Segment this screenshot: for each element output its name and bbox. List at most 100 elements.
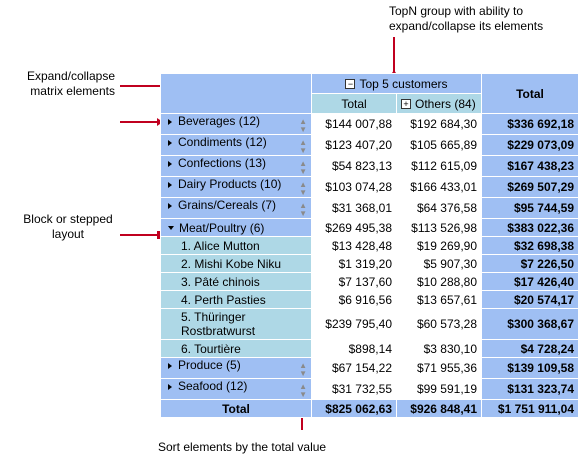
cell-v2: $105 665,89 — [396, 134, 482, 156]
row-header-group[interactable]: ▲ ▼ Produce (5) — [160, 357, 312, 379]
annotation-sort: Sort elements by the total value — [158, 440, 327, 454]
cell-v1: $67 154,22 — [311, 357, 397, 379]
table-row: 5. Thüringer Rostbratwurst $239 795,40 $60… — [160, 308, 579, 340]
sort-icon[interactable]: ▲ ▼ — [299, 382, 307, 399]
row-header-item: 1. Alice Mutton — [160, 236, 312, 255]
row-header-item: 5. Thüringer Rostbratwurst — [160, 308, 312, 340]
cell-total: $167 438,23 — [481, 155, 579, 177]
row-header-group[interactable]: ▲ ▼ Grains/Cereals (7) — [160, 197, 312, 219]
row-label: 2. Mishi Kobe Niku — [181, 256, 282, 271]
row-header-item: 3. Pâté chinois — [160, 272, 312, 291]
annotation-expand: Expand/collapse matrix elements — [26, 69, 115, 98]
cell-v1: $6 916,56 — [311, 290, 397, 309]
sort-icon[interactable]: ▲ ▼ — [299, 361, 307, 378]
expand-triangle-icon[interactable] — [168, 139, 172, 146]
cell-v1: $269 495,38 — [311, 218, 397, 237]
cell-v1: $54 823,13 — [311, 155, 397, 177]
cell-v2: $166 433,01 — [396, 176, 482, 198]
cell-total: $7 226,50 — [481, 254, 579, 273]
table-row: ▲ ▼ Seafood (12) $31 732,55 $99 591,19 $131 … — [160, 378, 579, 400]
table-row: ▲ ▼ Condiments (12) $123 407,20 $105 665,89… — [160, 134, 579, 156]
table-row: 4. Perth Pasties $6 916,56 $13 657,61 $20 5… — [160, 290, 579, 309]
expand-triangle-icon[interactable] — [168, 160, 172, 167]
table-row: Meat/Poultry (6) $269 495,38 $113 526,98 $3… — [160, 218, 579, 237]
table-row: ▲ ▼ Beverages (12) $144 007,88 $192 684,30 $… — [160, 113, 579, 135]
cell-v2: $3 830,10 — [396, 339, 482, 358]
cell-v1: $103 074,28 — [311, 176, 397, 198]
cell-v1: $898,14 — [311, 339, 397, 358]
cell-total: $95 744,59 — [481, 197, 579, 219]
cell-v1: $123 407,20 — [311, 134, 397, 156]
row-header-group[interactable]: ▲ ▼ Seafood (12) — [160, 378, 312, 400]
cell-v2: $71 955,36 — [396, 357, 482, 379]
grand-total-header: Total — [481, 73, 579, 114]
cell-v1: $13 428,48 — [311, 236, 397, 255]
cell-v1: $31 368,01 — [311, 197, 397, 219]
row-label: 5. Thüringer Rostbratwurst — [181, 310, 256, 338]
cell-v2: $99 591,19 — [396, 378, 482, 400]
cell-total: $20 574,17 — [481, 290, 579, 309]
row-label: 4. Perth Pasties — [181, 292, 266, 307]
cell-v2: $192 684,30 — [396, 113, 482, 135]
cell-total: $383 022,36 — [481, 218, 579, 237]
cell-total: $229 073,09 — [481, 134, 579, 156]
expand-triangle-icon[interactable] — [168, 383, 172, 390]
sort-icon[interactable]: ▲ ▼ — [299, 201, 307, 218]
others-header[interactable]: + Others (84) — [396, 93, 482, 114]
row-header-group[interactable]: ▲ ▼ Dairy Products (10) — [160, 176, 312, 198]
row-label: Seafood (12) — [178, 379, 248, 393]
footer-v2: $926 848,41 — [396, 399, 482, 418]
expand-triangle-icon[interactable] — [168, 118, 172, 125]
row-header-item: 2. Mishi Kobe Niku — [160, 254, 312, 273]
row-label: Condiments (12) — [178, 135, 267, 149]
row-header-group[interactable]: Meat/Poultry (6) — [160, 218, 312, 237]
annotation-block: Block or stepped layout — [23, 212, 113, 241]
expand-triangle-icon[interactable] — [168, 181, 172, 188]
cell-v1: $1 319,20 — [311, 254, 397, 273]
cell-v1: $144 007,88 — [311, 113, 397, 135]
cell-v1: $239 795,40 — [311, 308, 397, 340]
cell-v2: $113 526,98 — [396, 218, 482, 237]
row-label: Meat/Poultry (6) — [179, 220, 265, 235]
cell-total: $17 426,40 — [481, 272, 579, 291]
annotation-topn: TopN group with ability to expand/collap… — [389, 4, 544, 33]
cell-v2: $64 376,58 — [396, 197, 482, 219]
row-header-item: 6. Tourtière — [160, 339, 312, 358]
row-label: Dairy Products (10) — [178, 177, 282, 191]
cell-v2: $60 573,28 — [396, 308, 482, 340]
row-label: 1. Alice Mutton — [181, 238, 260, 253]
row-header-item: 4. Perth Pasties — [160, 290, 312, 309]
callout-block-h — [120, 234, 158, 236]
row-label: Produce (5) — [178, 358, 241, 372]
cell-v1: $31 732,55 — [311, 378, 397, 400]
row-label: Grains/Cereals (7) — [178, 198, 277, 212]
cell-total: $139 109,58 — [481, 357, 579, 379]
sort-icon[interactable]: ▲ ▼ — [299, 117, 307, 134]
cell-total: $4 728,24 — [481, 339, 579, 358]
footer-v1: $825 062,63 — [311, 399, 397, 418]
row-header-group[interactable]: ▲ ▼ Condiments (12) — [160, 134, 312, 156]
callout-topn-v — [393, 37, 395, 75]
top5-header[interactable]: − Top 5 customers — [311, 73, 482, 94]
sort-icon[interactable]: ▲ ▼ — [299, 138, 307, 155]
collapse-icon[interactable]: − — [345, 79, 356, 90]
cell-total: $131 323,74 — [481, 378, 579, 400]
table-row: 3. Pâté chinois $7 137,60 $10 288,80 $17 42… — [160, 272, 579, 291]
table-row: 2. Mishi Kobe Niku $1 319,20 $5 907,30 $7 2… — [160, 254, 579, 273]
expand-triangle-icon[interactable] — [168, 202, 172, 209]
pivot-table: − Top 5 customers Total Total + Others (84… — [160, 73, 579, 418]
expand-icon[interactable]: + — [401, 99, 411, 110]
cell-v1: $7 137,60 — [311, 272, 397, 291]
cell-v2: $5 907,30 — [396, 254, 482, 273]
sort-icon[interactable]: ▲ ▼ — [299, 159, 307, 176]
row-label: Confections (13) — [178, 156, 267, 170]
cell-v2: $19 269,90 — [396, 236, 482, 255]
expand-triangle-icon[interactable] — [168, 362, 172, 369]
table-row: 1. Alice Mutton $13 428,48 $19 269,90 $32 6… — [160, 236, 579, 255]
collapse-triangle-icon[interactable] — [168, 226, 174, 231]
sort-icon[interactable]: ▲ ▼ — [299, 180, 307, 197]
callout-beverages-h — [120, 121, 158, 123]
table-row: ▲ ▼ Grains/Cereals (7) $31 368,01 $64 376,5… — [160, 197, 579, 219]
row-header-group[interactable]: ▲ ▼ Confections (13) — [160, 155, 312, 177]
row-header-group[interactable]: ▲ ▼ Beverages (12) — [160, 113, 312, 135]
